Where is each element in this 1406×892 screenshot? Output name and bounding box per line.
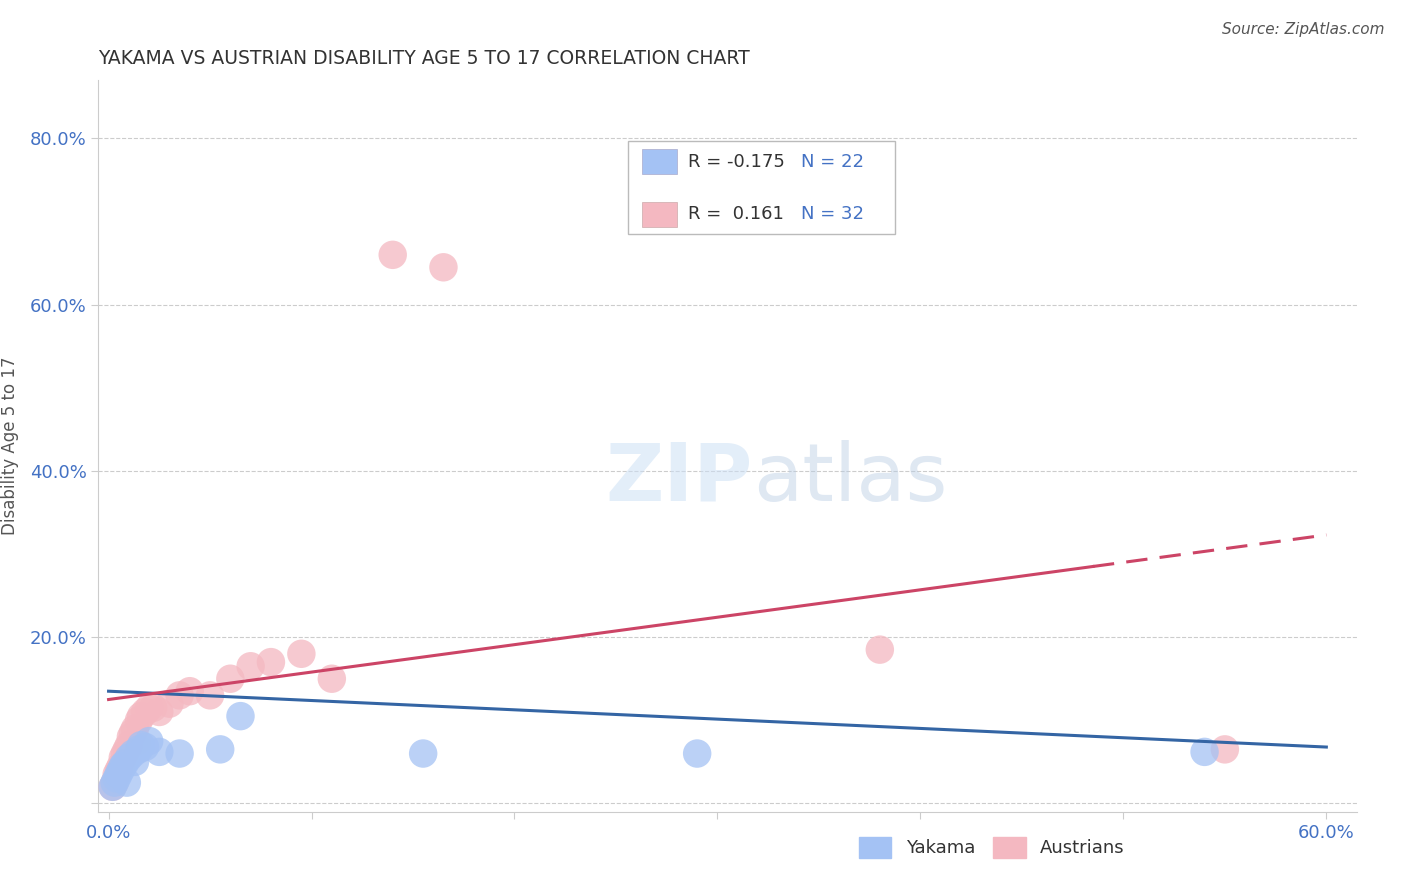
Point — [118, 738, 141, 752]
Point — [148, 745, 170, 759]
Point — [239, 659, 262, 673]
Point — [114, 747, 136, 761]
Text: R =  0.161: R = 0.161 — [689, 205, 785, 224]
Point — [179, 684, 201, 698]
Point — [138, 734, 160, 748]
Point — [111, 759, 134, 773]
Point — [159, 697, 181, 711]
Point — [142, 701, 165, 715]
Point — [105, 772, 128, 786]
Point — [128, 714, 150, 728]
Point — [198, 689, 221, 703]
Point — [122, 725, 145, 739]
Point — [138, 701, 160, 715]
Text: YAKAMA VS AUSTRIAN DISABILITY AGE 5 TO 17 CORRELATION CHART: YAKAMA VS AUSTRIAN DISABILITY AGE 5 TO 1… — [98, 48, 751, 68]
Point — [129, 709, 152, 723]
Point — [209, 742, 232, 756]
Point — [169, 689, 191, 703]
Point — [104, 775, 127, 789]
Y-axis label: Disability Age 5 to 17: Disability Age 5 to 17 — [0, 357, 18, 535]
Point — [111, 750, 134, 764]
Point — [122, 747, 145, 761]
Point — [125, 734, 148, 748]
Point — [219, 672, 242, 686]
Point — [1194, 745, 1216, 759]
Point — [114, 756, 136, 771]
Text: Source: ZipAtlas.com: Source: ZipAtlas.com — [1222, 22, 1385, 37]
Text: N = 22: N = 22 — [801, 153, 863, 171]
Point — [110, 763, 132, 777]
Point — [104, 775, 127, 789]
Point — [148, 705, 170, 719]
Point — [105, 767, 128, 781]
Point — [107, 763, 129, 777]
Point — [110, 759, 132, 773]
Point — [169, 747, 191, 761]
Point — [290, 647, 312, 661]
Legend: Yakama, Austrians: Yakama, Austrians — [852, 830, 1132, 865]
Point — [134, 705, 156, 719]
Point — [321, 672, 343, 686]
Text: R = -0.175: R = -0.175 — [689, 153, 786, 171]
Text: atlas: atlas — [752, 440, 948, 518]
Text: N = 32: N = 32 — [801, 205, 863, 224]
Point — [101, 780, 124, 794]
Point — [129, 738, 152, 752]
Point — [1213, 742, 1236, 756]
Point — [432, 260, 454, 275]
Point — [128, 742, 150, 756]
Point — [124, 755, 146, 769]
Point — [134, 739, 156, 754]
Point — [107, 767, 129, 781]
Point — [260, 655, 283, 669]
Point — [381, 248, 404, 262]
Point — [686, 747, 709, 761]
Point — [412, 747, 434, 761]
Point — [229, 709, 252, 723]
Point — [869, 642, 891, 657]
Point — [118, 750, 141, 764]
Point — [120, 730, 142, 744]
Point — [124, 722, 146, 736]
Point — [101, 780, 124, 794]
Point — [115, 742, 138, 756]
Point — [115, 775, 138, 789]
Text: ZIP: ZIP — [606, 440, 752, 518]
